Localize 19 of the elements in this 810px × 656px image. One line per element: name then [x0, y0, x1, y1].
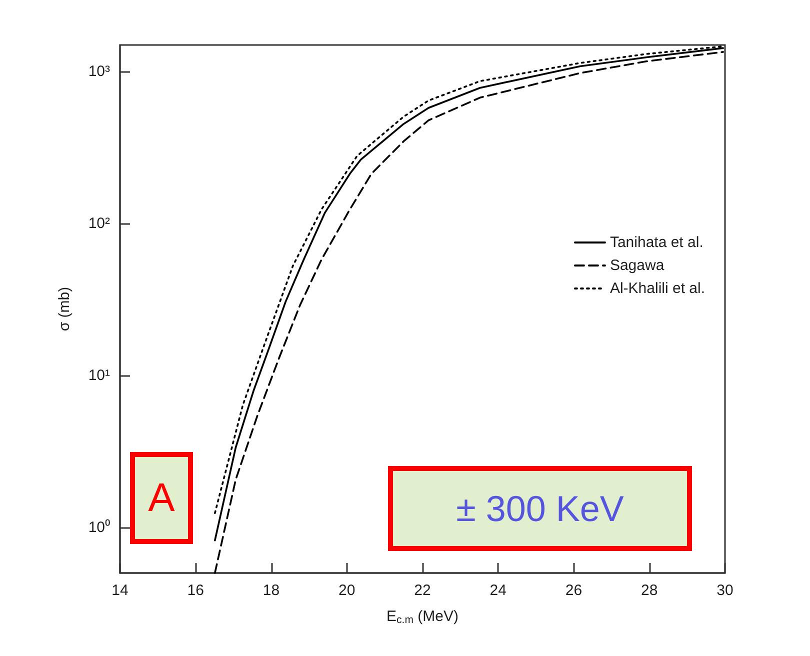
x-tick-label: 28	[641, 582, 658, 599]
x-tick-label: 26	[565, 582, 582, 599]
x-tick-label: 16	[187, 582, 204, 599]
y-axis-title: σ (mb)	[56, 286, 73, 332]
x-tick-label: 30	[716, 582, 734, 599]
y-tick-label: 10²	[88, 215, 110, 232]
x-tick-label: 20	[338, 582, 356, 599]
x-tick-label: 22	[414, 582, 431, 599]
legend-label: Al-Khalili et al.	[610, 280, 706, 297]
legend-label: Tanihata et al.	[610, 234, 704, 251]
note-box: ± 300 KeV	[388, 466, 692, 551]
note-box: A	[130, 452, 193, 544]
y-tick-label: 10³	[88, 63, 110, 80]
y-tick-label: 10⁰	[88, 518, 110, 536]
legend-label: Sagawa	[610, 257, 665, 274]
x-tick-label: 18	[262, 582, 280, 599]
y-tick-label: 10¹	[88, 366, 110, 384]
x-tick-label: 14	[112, 582, 128, 599]
x-tick-label: 24	[490, 582, 506, 599]
